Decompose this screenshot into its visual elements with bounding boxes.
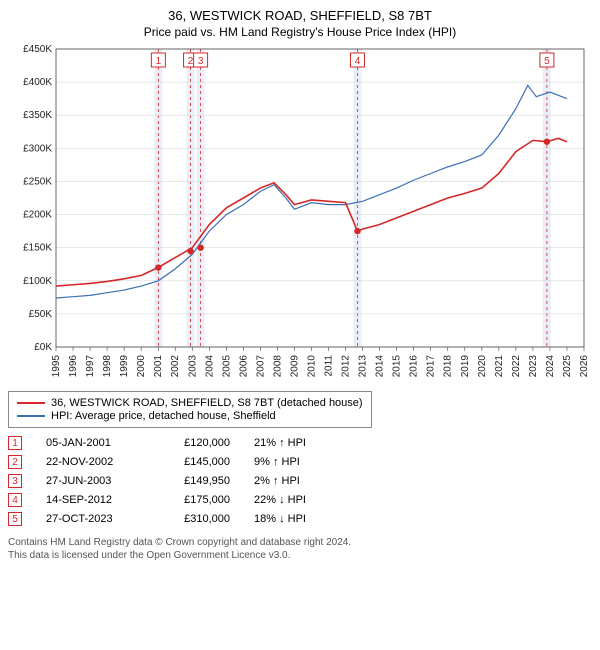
svg-text:2008: 2008 [272,355,283,378]
transaction-price: £310,000 [160,513,230,525]
legend-item: HPI: Average price, detached house, Shef… [17,410,363,422]
svg-text:£350K: £350K [23,110,52,121]
svg-text:5: 5 [544,56,550,67]
svg-text:2022: 2022 [511,355,522,378]
chart-svg: 12345£0K£50K£100K£150K£200K£250K£300K£35… [8,45,592,385]
chart-title: 36, WESTWICK ROAD, SHEFFIELD, S8 7BT [8,8,592,23]
svg-text:1995: 1995 [51,355,62,378]
svg-text:2013: 2013 [358,355,369,378]
footer-line-1: Contains HM Land Registry data © Crown c… [8,536,592,549]
footer-line-2: This data is licensed under the Open Gov… [8,549,592,562]
transaction-diff: 22% ↓ HPI [254,494,344,506]
svg-text:3: 3 [198,56,204,67]
transaction-marker: 1 [8,436,22,450]
svg-text:2000: 2000 [136,355,147,378]
chart-subtitle: Price paid vs. HM Land Registry's House … [8,25,592,39]
legend: 36, WESTWICK ROAD, SHEFFIELD, S8 7BT (de… [8,391,372,428]
legend-swatch [17,415,45,417]
legend-label: HPI: Average price, detached house, Shef… [51,410,276,422]
transaction-date: 14-SEP-2012 [46,494,136,506]
transaction-row: 2 22-NOV-2002 £145,000 9% ↑ HPI [8,455,592,469]
svg-text:2024: 2024 [545,355,556,378]
transaction-date: 05-JAN-2001 [46,437,136,449]
transaction-diff: 21% ↑ HPI [254,437,344,449]
svg-text:£100K: £100K [23,276,52,287]
transaction-row: 4 14-SEP-2012 £175,000 22% ↓ HPI [8,493,592,507]
svg-text:2016: 2016 [409,355,420,378]
svg-text:2011: 2011 [324,355,335,377]
transactions-table: 1 05-JAN-2001 £120,000 21% ↑ HPI 2 22-NOV-200… [8,436,592,526]
svg-text:2004: 2004 [204,355,215,378]
svg-text:1999: 1999 [119,355,130,378]
transaction-diff: 9% ↑ HPI [254,456,344,468]
svg-text:£250K: £250K [23,176,52,187]
svg-text:2009: 2009 [289,355,300,378]
svg-text:2015: 2015 [392,355,403,378]
transaction-row: 3 27-JUN-2003 £149,950 2% ↑ HPI [8,474,592,488]
transaction-date: 27-JUN-2003 [46,475,136,487]
svg-text:2001: 2001 [153,355,164,378]
svg-text:2014: 2014 [375,355,386,378]
footer-attribution: Contains HM Land Registry data © Crown c… [8,536,592,562]
svg-text:£300K: £300K [23,143,52,154]
svg-text:2003: 2003 [187,355,198,378]
svg-text:2021: 2021 [494,355,505,378]
svg-text:2017: 2017 [426,355,437,378]
transaction-marker: 3 [8,474,22,488]
svg-text:2012: 2012 [341,355,352,378]
svg-text:2019: 2019 [460,355,471,378]
svg-text:2006: 2006 [238,355,249,378]
transaction-price: £120,000 [160,437,230,449]
svg-text:2010: 2010 [306,355,317,378]
svg-text:1997: 1997 [85,355,96,378]
svg-text:1998: 1998 [102,355,113,378]
transaction-price: £145,000 [160,456,230,468]
legend-item: 36, WESTWICK ROAD, SHEFFIELD, S8 7BT (de… [17,397,363,409]
svg-text:2002: 2002 [170,355,181,378]
svg-text:2020: 2020 [477,355,488,378]
svg-text:2025: 2025 [562,355,573,378]
legend-label: 36, WESTWICK ROAD, SHEFFIELD, S8 7BT (de… [51,397,363,409]
transaction-date: 27-OCT-2023 [46,513,136,525]
svg-text:£150K: £150K [23,243,52,254]
transaction-marker: 2 [8,455,22,469]
transaction-diff: 18% ↓ HPI [254,513,344,525]
legend-swatch [17,402,45,404]
transaction-marker: 5 [8,512,22,526]
svg-text:£200K: £200K [23,210,52,221]
svg-text:2018: 2018 [443,355,454,378]
svg-text:£0K: £0K [34,342,52,353]
svg-text:£450K: £450K [23,45,52,55]
svg-text:2026: 2026 [579,355,590,378]
svg-text:£400K: £400K [23,77,52,88]
svg-text:1996: 1996 [68,355,79,378]
transaction-price: £175,000 [160,494,230,506]
transaction-marker: 4 [8,493,22,507]
transaction-row: 1 05-JAN-2001 £120,000 21% ↑ HPI [8,436,592,450]
transaction-date: 22-NOV-2002 [46,456,136,468]
transaction-row: 5 27-OCT-2023 £310,000 18% ↓ HPI [8,512,592,526]
svg-text:2023: 2023 [528,355,539,378]
transaction-price: £149,950 [160,475,230,487]
price-chart: 12345£0K£50K£100K£150K£200K£250K£300K£35… [8,45,592,385]
svg-text:4: 4 [355,56,361,67]
svg-text:2007: 2007 [255,355,266,378]
transaction-diff: 2% ↑ HPI [254,475,344,487]
svg-text:1: 1 [156,56,162,67]
svg-text:2: 2 [188,56,194,67]
svg-text:2005: 2005 [221,355,232,378]
svg-text:£50K: £50K [29,309,53,320]
